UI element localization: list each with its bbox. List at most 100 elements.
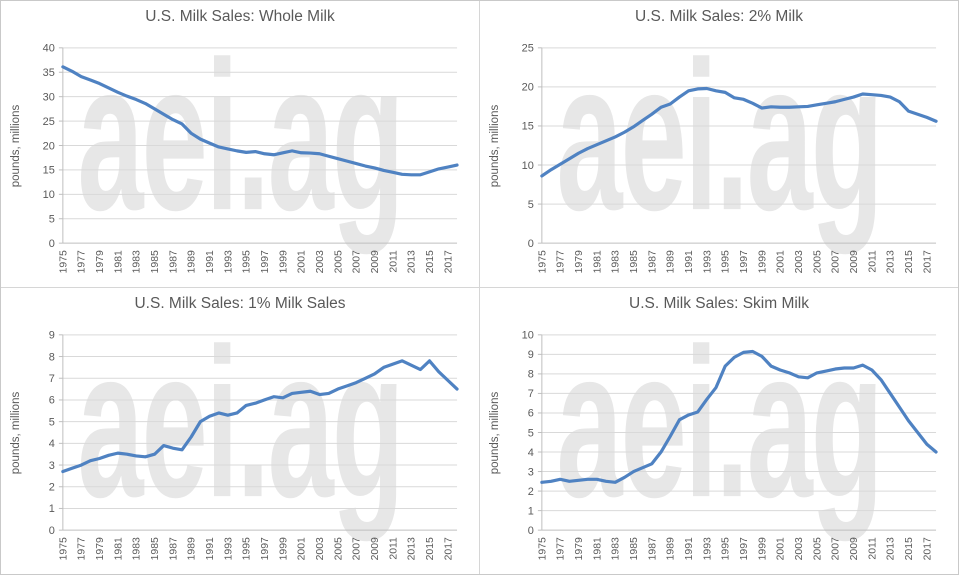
chart-title-skim-milk: U.S. Milk Sales: Skim Milk [629,295,809,312]
svg-text:1997: 1997 [260,537,271,560]
svg-text:1985: 1985 [150,537,161,560]
svg-text:1979: 1979 [574,537,585,560]
svg-text:35: 35 [43,67,55,79]
svg-text:2003: 2003 [315,537,326,560]
svg-text:1995: 1995 [242,537,253,560]
svg-text:1991: 1991 [205,250,216,273]
svg-text:1979: 1979 [95,250,106,273]
svg-text:1989: 1989 [666,250,677,273]
svg-text:2015: 2015 [904,537,915,560]
svg-text:9: 9 [528,349,534,361]
svg-text:3: 3 [528,466,534,478]
svg-text:30: 30 [43,91,55,103]
line-chart-2pct-milk: 0 5 10 15 20 25 1975 1977 1979 1981 1983 1985 1987 19… [522,43,938,273]
svg-text:2003: 2003 [315,250,326,273]
svg-text:1993: 1993 [223,537,234,560]
svg-text:2003: 2003 [794,250,805,273]
aei-ag-watermark: aei.ag [77,305,405,543]
svg-text:1: 1 [49,503,55,515]
aei-ag-watermark: aei.ag [77,18,405,256]
svg-text:0: 0 [528,238,534,250]
svg-text:1997: 1997 [739,537,750,560]
svg-text:1987: 1987 [168,537,179,560]
svg-text:1975: 1975 [537,537,548,560]
svg-text:1985: 1985 [629,250,640,273]
svg-text:1979: 1979 [95,537,106,560]
svg-text:2015: 2015 [425,250,436,273]
svg-text:25: 25 [43,116,55,128]
y-axis-title-whole-milk: pounds, millions [10,104,22,188]
svg-text:1997: 1997 [739,250,750,273]
svg-text:4: 4 [528,447,534,459]
svg-text:1977: 1977 [77,537,88,560]
svg-text:2005: 2005 [812,537,823,560]
svg-text:3: 3 [49,460,55,472]
y-axis-title-skim-milk: pounds, millions [489,391,501,475]
svg-text:2015: 2015 [425,537,436,560]
svg-text:1983: 1983 [611,250,622,273]
svg-text:7: 7 [49,373,55,385]
svg-text:1985: 1985 [150,250,161,273]
svg-text:25: 25 [522,43,534,55]
aei-ag-watermark: aei.ag [556,305,884,543]
svg-text:2017: 2017 [922,250,933,273]
svg-text:1975: 1975 [58,537,69,560]
chart-title-1pct-milk: U.S. Milk Sales: 1% Milk Sales [134,295,346,312]
svg-text:2013: 2013 [886,537,897,560]
svg-text:2017: 2017 [443,250,454,273]
svg-text:2013: 2013 [407,250,418,273]
svg-text:9: 9 [49,330,55,342]
svg-text:2005: 2005 [812,250,823,273]
svg-text:10: 10 [43,189,55,201]
svg-text:2011: 2011 [867,537,878,560]
line-chart-1pct-milk: 0 1 2 3 4 5 6 7 8 9 1975 1977 1979 1981 1983 1985 1987 19… [49,330,459,560]
svg-text:8: 8 [528,369,534,381]
svg-text:1977: 1977 [77,250,88,273]
svg-text:1981: 1981 [113,537,124,560]
svg-text:1987: 1987 [168,250,179,273]
svg-text:1999: 1999 [757,250,768,273]
svg-text:2007: 2007 [352,250,363,273]
svg-text:2017: 2017 [922,537,933,560]
svg-text:2009: 2009 [370,537,381,560]
y-axis-title-1pct-milk: pounds, millions [10,391,22,475]
y-axis-title-2pct-milk: pounds, millions [489,104,501,188]
svg-text:1985: 1985 [629,537,640,560]
svg-text:1: 1 [528,505,534,517]
svg-text:1991: 1991 [684,537,695,560]
svg-text:1983: 1983 [132,250,143,273]
svg-text:2011: 2011 [388,537,399,560]
svg-text:1995: 1995 [721,250,732,273]
svg-text:4: 4 [49,438,55,450]
svg-text:40: 40 [43,43,55,55]
chart-panel-whole-milk: aei.ag U.S. Milk Sales: Whole Milk pound… [1,1,479,287]
svg-text:1987: 1987 [647,250,658,273]
chart-panel-skim-milk: aei.ag U.S. Milk Sales: Skim Milk pounds… [480,288,958,574]
svg-text:2001: 2001 [297,537,308,560]
svg-text:2013: 2013 [886,250,897,273]
svg-text:0: 0 [49,238,55,250]
line-chart-skim-milk: 0 1 2 3 4 5 6 7 8 9 10 1975 1977 1979 1981 1983 1985 1987… [522,330,938,560]
svg-text:2013: 2013 [407,537,418,560]
svg-text:1991: 1991 [205,537,216,560]
chart-panel-1pct-milk: aei.ag U.S. Milk Sales: 1% Milk Sales po… [1,288,479,574]
svg-text:1989: 1989 [187,537,198,560]
svg-text:1993: 1993 [702,537,713,560]
svg-text:1999: 1999 [278,537,289,560]
svg-text:1989: 1989 [187,250,198,273]
svg-text:1993: 1993 [702,250,713,273]
svg-text:1981: 1981 [592,250,603,273]
svg-text:10: 10 [522,160,534,172]
svg-text:1989: 1989 [666,537,677,560]
svg-text:0: 0 [49,525,55,537]
svg-text:2001: 2001 [776,537,787,560]
svg-text:1993: 1993 [223,250,234,273]
svg-text:2: 2 [49,482,55,494]
svg-text:5: 5 [528,427,534,439]
svg-text:2005: 2005 [333,537,344,560]
svg-text:2007: 2007 [831,537,842,560]
svg-text:5: 5 [49,214,55,226]
svg-text:1981: 1981 [113,250,124,273]
svg-text:1991: 1991 [684,250,695,273]
